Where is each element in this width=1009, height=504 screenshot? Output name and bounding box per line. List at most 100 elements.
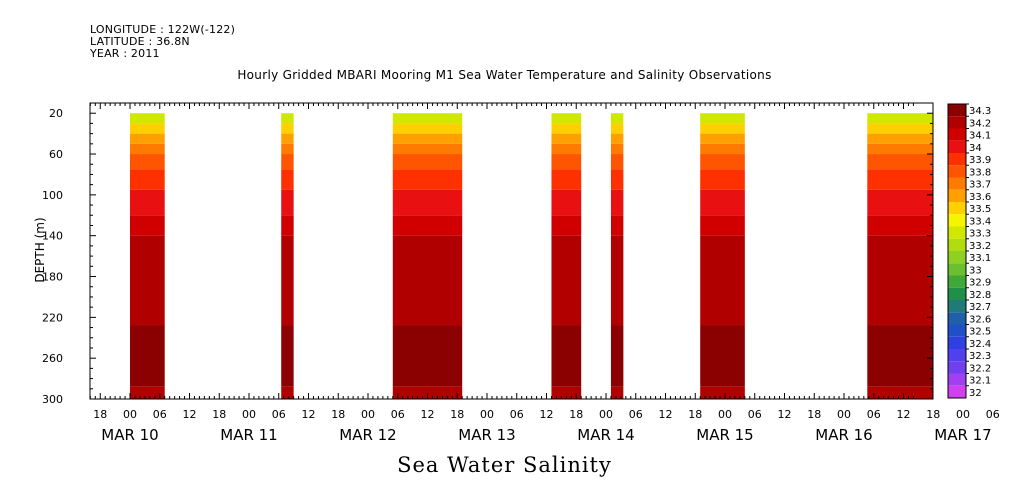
x-tick-label: 06 — [391, 408, 405, 421]
x-tick-label: 06 — [510, 408, 524, 421]
colorbar-label: 32 — [969, 388, 982, 399]
colorbar-label: 32.1 — [969, 376, 991, 387]
salinity-contour-band — [130, 215, 165, 236]
colorbar-swatch — [948, 336, 966, 349]
salinity-contour-band — [1000, 215, 1007, 235]
salinity-contour-band — [281, 113, 294, 124]
salinity-contour-band — [130, 113, 165, 124]
salinity-data-period — [1000, 113, 1007, 399]
colorbar-label: 33.6 — [969, 192, 991, 203]
salinity-contour-band — [1000, 113, 1007, 123]
salinity-contour-band — [130, 143, 165, 155]
x-tick-label: 18 — [926, 408, 940, 421]
salinity-contour-band — [551, 235, 582, 326]
salinity-contour-band — [281, 154, 294, 170]
colorbar-label: 32.6 — [969, 314, 991, 325]
salinity-contour-band — [867, 123, 933, 134]
x-date-label: MAR 13 — [458, 426, 515, 444]
salinity-contour-band — [392, 325, 463, 387]
salinity-contour-band — [700, 215, 745, 236]
salinity-contour-band — [392, 123, 463, 134]
salinity-contour-band — [610, 143, 624, 155]
salinity-contour-band — [610, 123, 624, 134]
x-tick-label: 12 — [778, 408, 792, 421]
colorbar-swatch — [948, 275, 966, 288]
colorbar-label: 32.9 — [969, 278, 991, 289]
salinity-contour-band — [392, 386, 463, 399]
x-date-label: MAR 15 — [696, 426, 753, 444]
salinity-contour-band — [392, 113, 463, 124]
colorbar-swatch — [948, 140, 966, 153]
colorbar-swatch — [948, 104, 966, 117]
plot-background — [90, 103, 933, 399]
salinity-contour-band — [130, 169, 165, 190]
colorbar-swatch — [948, 300, 966, 313]
salinity-contour-band — [130, 154, 165, 170]
salinity-data-period — [130, 113, 165, 399]
x-tick-label: 18 — [807, 408, 821, 421]
axes: 20 60 100 140 180 220 260 300 18 00 06 12 18 00 06 12 18… — [42, 102, 1000, 444]
salinity-contour-band — [281, 123, 294, 134]
salinity-contour-band — [700, 133, 745, 144]
salinity-contour-band — [867, 215, 933, 236]
salinity-contour-band — [610, 169, 624, 190]
x-date-label: MAR 14 — [577, 426, 634, 444]
salinity-contour-band — [281, 169, 294, 190]
x-date-label: MAR 11 — [220, 426, 277, 444]
x-tick-label: 12 — [421, 408, 435, 421]
colorbar-label: 33.9 — [969, 155, 991, 166]
colorbar-swatch — [948, 189, 966, 202]
colorbar-label: 34 — [969, 143, 982, 154]
x-tick-label: 06 — [867, 408, 881, 421]
salinity-contour-band — [1000, 326, 1007, 387]
salinity-contour-band — [392, 143, 463, 155]
colorbar-swatch — [948, 251, 966, 264]
x-tick-label: 06 — [153, 408, 167, 421]
salinity-contour-band — [551, 189, 582, 216]
x-date-label: MAR 10 — [101, 426, 158, 444]
y-axis-label: DEPTH (m) — [33, 217, 47, 282]
salinity-contour-band — [1000, 144, 1007, 154]
x-tick-label: 00 — [837, 408, 851, 421]
salinity-contour-band — [1000, 134, 1007, 144]
colorbar-label: 32.5 — [969, 327, 991, 338]
colorbar-label: 33.3 — [969, 229, 991, 240]
year-label: YEAR : 2011 — [90, 47, 160, 60]
salinity-contour-band — [551, 154, 582, 170]
colorbar-swatch — [948, 202, 966, 215]
salinity-contour-band — [610, 386, 624, 399]
colorbar-label: 33.8 — [969, 167, 991, 178]
colorbar-label: 32.7 — [969, 302, 991, 313]
salinity-contour-band — [551, 386, 582, 399]
salinity-contour-band — [700, 189, 745, 216]
x-tick-label: 00 — [123, 408, 137, 421]
x-tick-label: 00 — [599, 408, 613, 421]
salinity-contour-band — [1000, 154, 1007, 169]
longitude-label: LONGITUDE : 122W(-122) — [90, 23, 236, 36]
colorbar-swatch — [948, 128, 966, 141]
colorbar-swatch — [948, 153, 966, 166]
colorbar-label: 34.1 — [969, 131, 991, 142]
salinity-contour-band — [281, 215, 294, 236]
salinity-data-period — [867, 113, 933, 399]
salinity-contour-band — [700, 143, 745, 155]
salinity-contour-band — [1000, 190, 1007, 216]
salinity-contour-band — [392, 169, 463, 190]
salinity-contour-band — [130, 189, 165, 216]
x-tick-label: 18 — [688, 408, 702, 421]
salinity-data-period — [551, 113, 582, 399]
salinity-contour-band — [392, 189, 463, 216]
salinity-contour-band — [610, 113, 624, 124]
y-tick-label: 260 — [42, 352, 63, 365]
salinity-contour-band — [392, 235, 463, 326]
salinity-contour-band — [281, 143, 294, 155]
x-date-label: MAR 16 — [815, 426, 872, 444]
plot-title: Hourly Gridded MBARI Mooring M1 Sea Wate… — [237, 68, 772, 82]
salinity-contour-band — [700, 123, 745, 134]
colorbar-swatch — [948, 214, 966, 227]
colorbar-label: 32.3 — [969, 351, 991, 362]
salinity-contour-band — [392, 215, 463, 236]
salinity-contour-band — [281, 133, 294, 144]
salinity-contour-band — [130, 325, 165, 387]
